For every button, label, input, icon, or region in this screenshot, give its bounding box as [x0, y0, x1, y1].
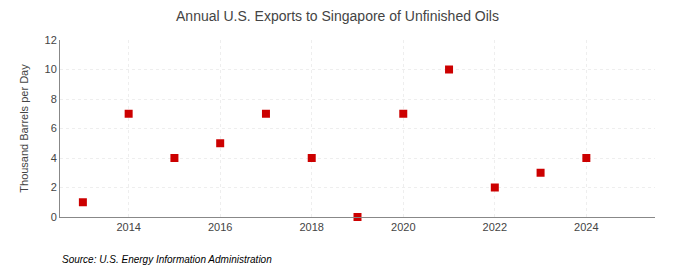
svg-text:2020: 2020 [391, 221, 415, 233]
svg-text:2024: 2024 [574, 221, 598, 233]
svg-text:2016: 2016 [208, 221, 232, 233]
svg-text:Annual U.S. Exports to Singapo: Annual U.S. Exports to Singapore of Unfi… [176, 8, 499, 24]
svg-text:Thousand Barrels per Day: Thousand Barrels per Day [18, 64, 30, 193]
svg-text:6: 6 [51, 122, 57, 134]
svg-text:8: 8 [51, 93, 57, 105]
svg-text:0: 0 [51, 211, 57, 223]
svg-text:2014: 2014 [116, 221, 140, 233]
svg-text:4: 4 [51, 152, 57, 164]
svg-text:12: 12 [45, 34, 57, 46]
svg-text:10: 10 [45, 63, 57, 75]
svg-text:2022: 2022 [483, 221, 507, 233]
svg-text:Source: U.S. Energy Informatio: Source: U.S. Energy Information Administ… [62, 254, 272, 265]
svg-text:2018: 2018 [299, 221, 323, 233]
svg-text:2: 2 [51, 181, 57, 193]
